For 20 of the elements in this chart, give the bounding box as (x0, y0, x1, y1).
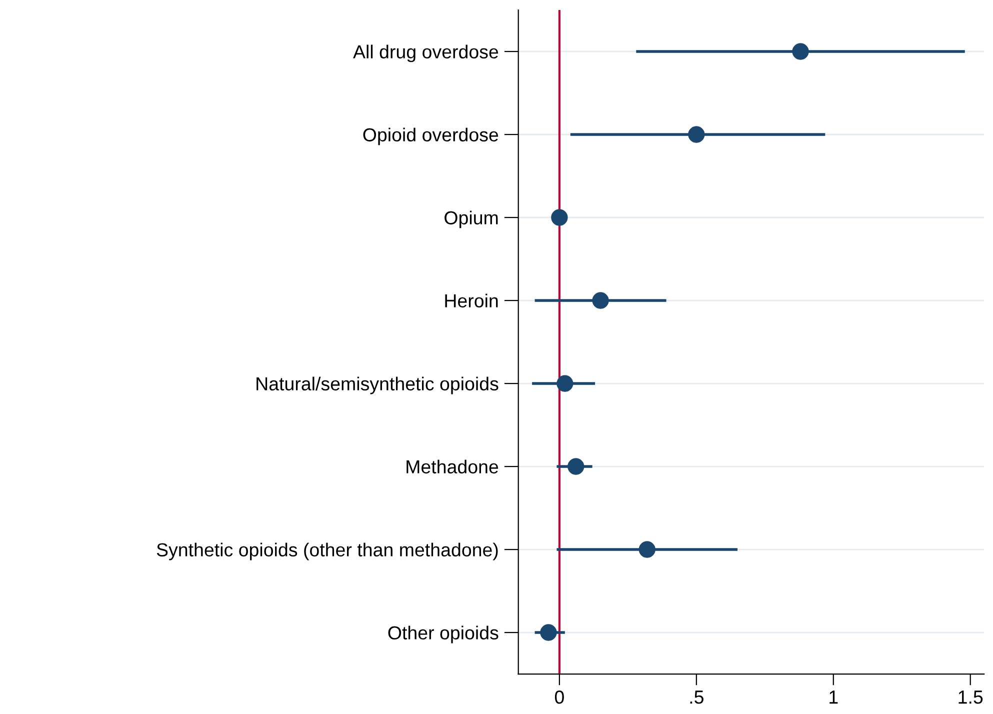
y-tick-label: Other opioids (388, 626, 498, 644)
point (540, 624, 557, 641)
point (568, 458, 584, 475)
y-tick-label: Synthetic opioids (other than methadone) (156, 542, 498, 560)
point (688, 126, 705, 143)
point (551, 209, 568, 226)
point (592, 292, 609, 309)
x-tick-label: .5 (690, 690, 704, 704)
point (556, 375, 574, 392)
point (638, 541, 656, 558)
y-tick-label: Opium (444, 210, 498, 228)
x-tick-label: 1 (830, 690, 838, 704)
y-tick-label: Opioid overdose (363, 128, 498, 146)
y-tick-label: Natural/semisynthetic opioids (256, 376, 498, 394)
x-tick-label: 0 (554, 690, 564, 704)
x-tick-label: 1.5 (958, 690, 983, 704)
y-tick-label: Methadone (406, 460, 498, 474)
y-tick-label: All drug overdose (353, 44, 498, 62)
point (792, 43, 809, 60)
y-tick-label: Heroin (445, 294, 498, 308)
